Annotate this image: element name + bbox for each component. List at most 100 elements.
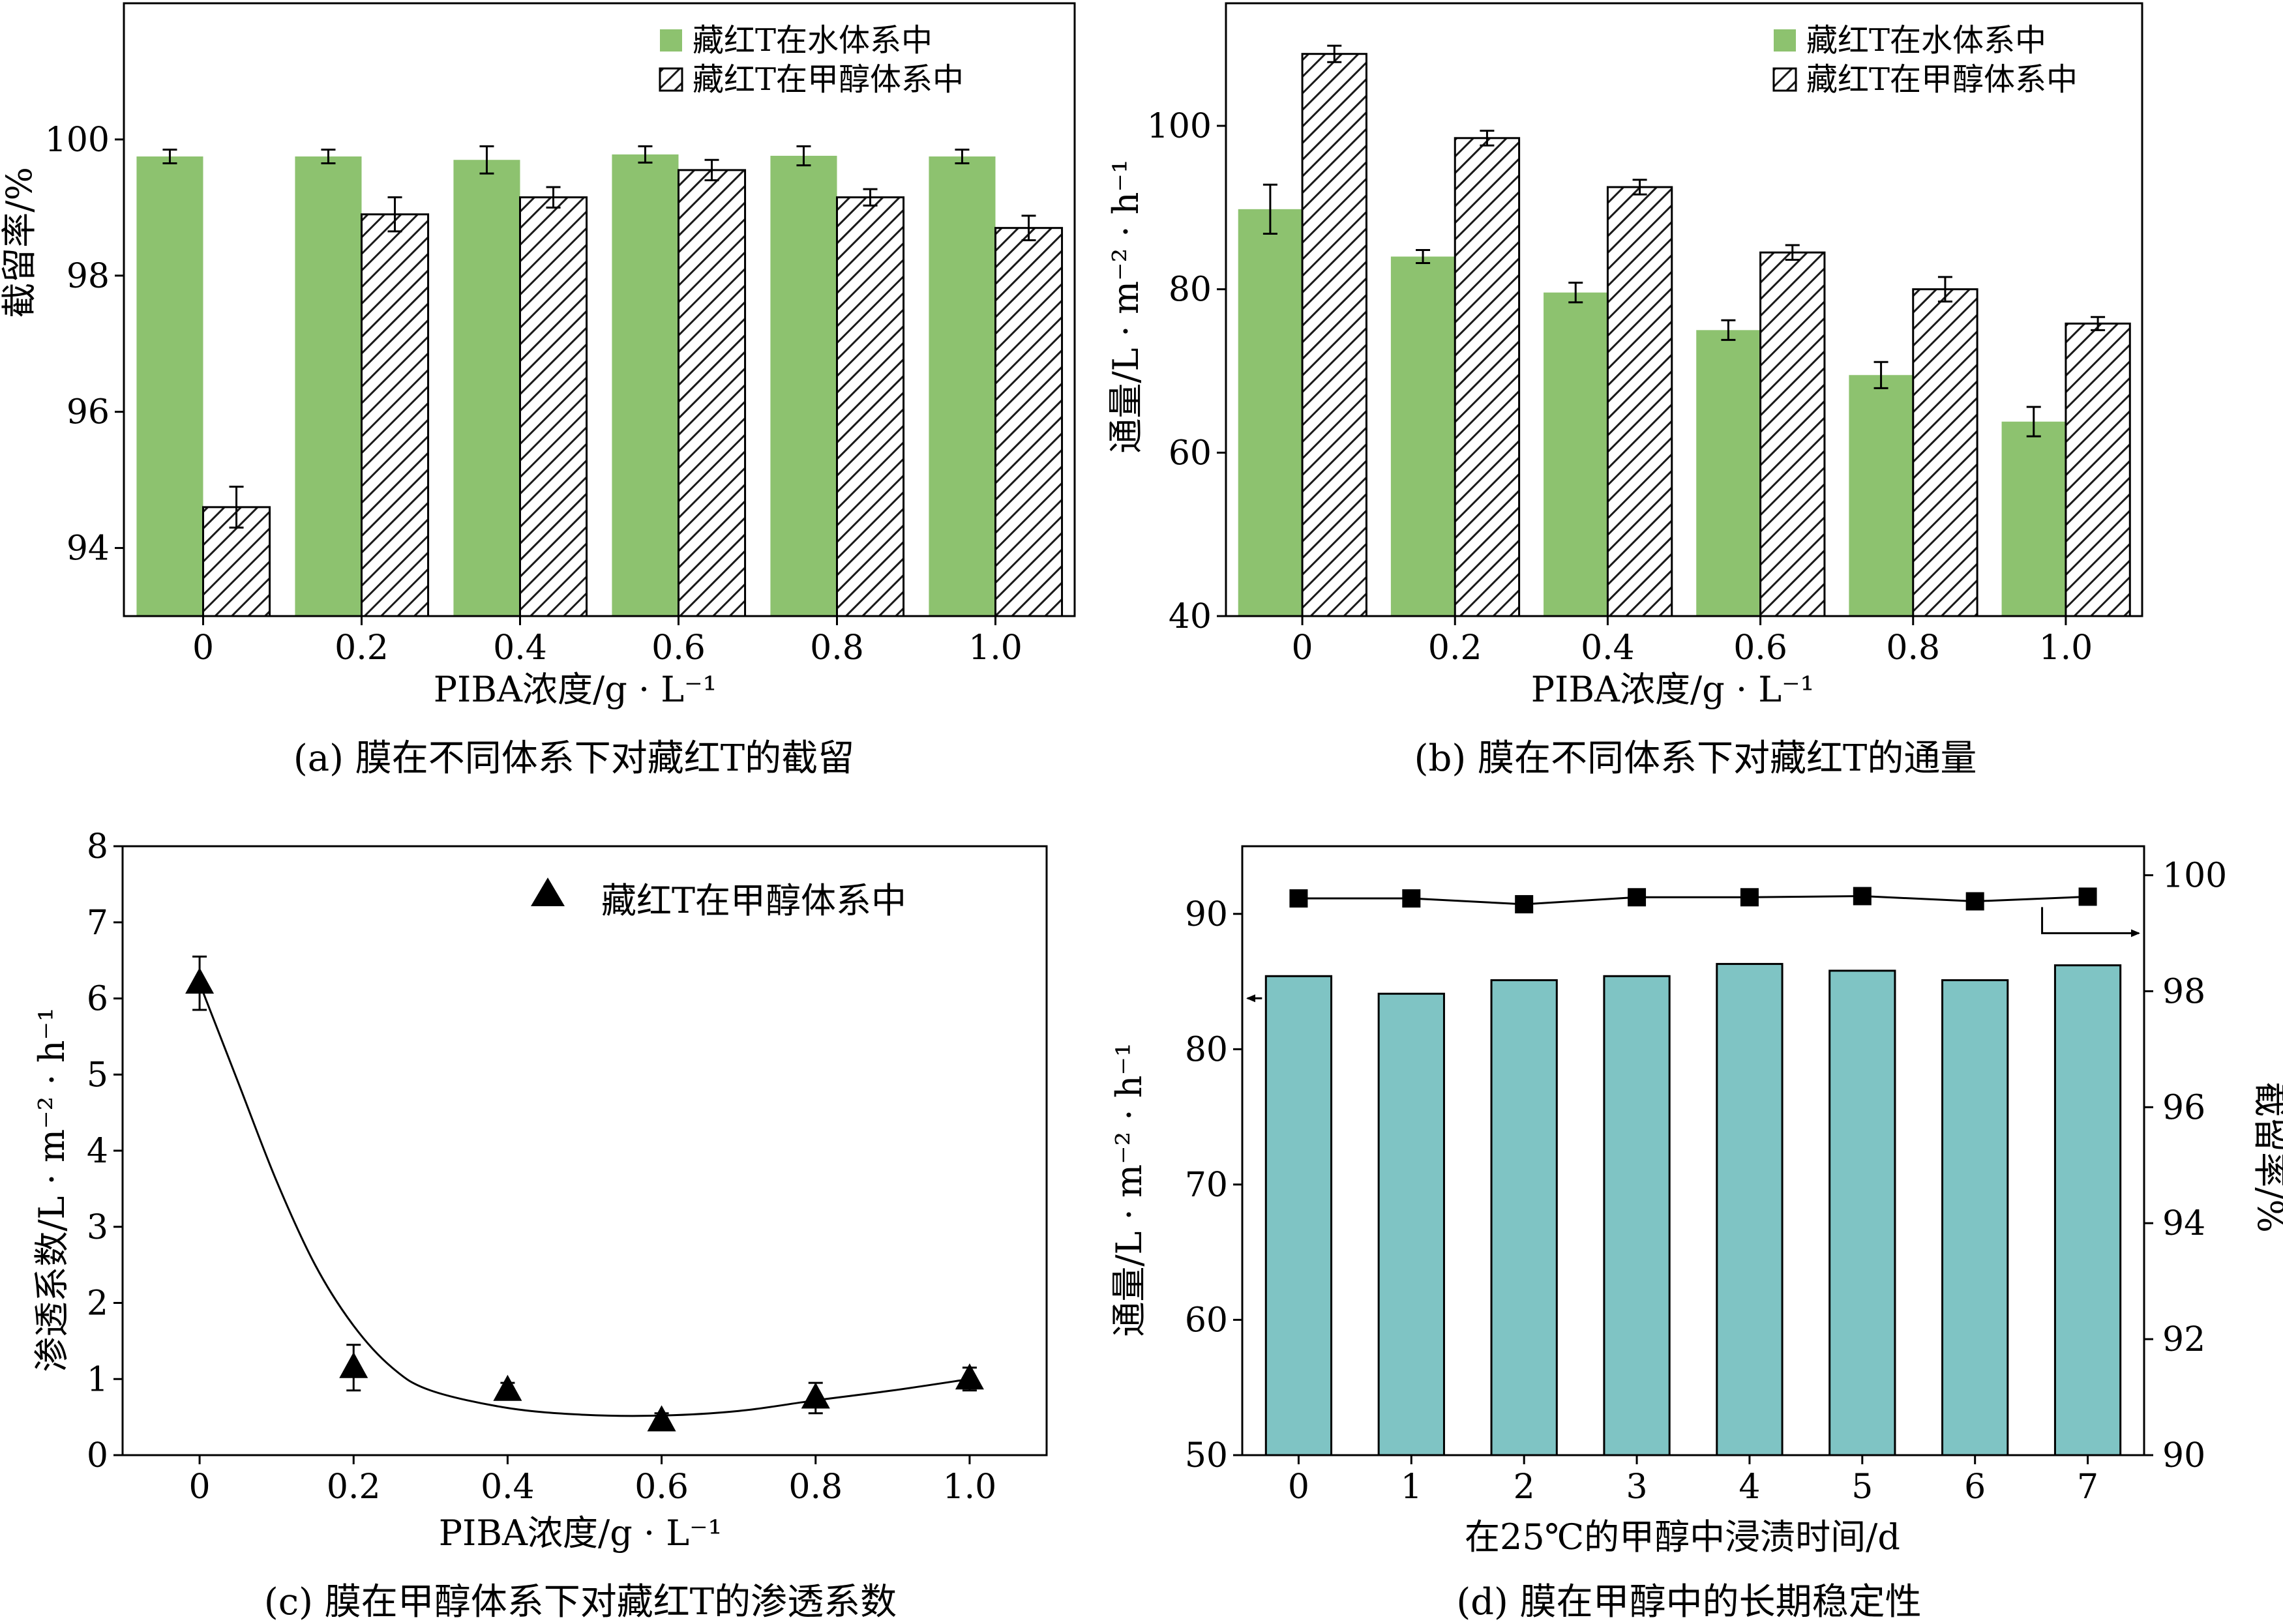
plot-frame	[1225, 2, 2143, 617]
bar-methanol	[2065, 322, 2131, 617]
y-tick-label: 100	[1147, 107, 1212, 146]
y-tick-label: 80	[1185, 1030, 1228, 1069]
legend-swatch-methanol	[1772, 67, 1797, 92]
bar-water	[1390, 256, 1455, 616]
x-tick-label: 0	[192, 628, 214, 668]
data-point-square	[1965, 892, 1984, 911]
y-tick-label: 98	[67, 257, 110, 296]
bar-water	[770, 155, 837, 616]
legend-marker-triangle	[531, 878, 565, 906]
bar-flux	[1603, 975, 1671, 1456]
x-tick-label: 0	[1292, 628, 1313, 668]
x-tick-label: 0.4	[481, 1468, 535, 1507]
bar-flux	[1941, 979, 2009, 1456]
panel-a-xlabel: PIBA浓度/g · L⁻¹	[434, 669, 717, 710]
panel-d-caption: (d) 膜在甲醇中的长期稳定性	[1456, 1581, 1921, 1623]
y-right-tick-label: 94	[2162, 1204, 2205, 1243]
bar-flux	[1828, 969, 1896, 1456]
y-right-tick-label: 100	[2162, 856, 2227, 895]
y-tick-label: 3	[87, 1208, 108, 1247]
legend-label-methanol: 藏红T在甲醇体系中	[1806, 61, 2078, 98]
y-right-tick-label: 92	[2162, 1320, 2205, 1359]
plot-frame	[121, 845, 1048, 1456]
bar-water	[612, 154, 679, 616]
panel-b-ylabel: 通量/L · m⁻² · h⁻¹	[1105, 159, 1146, 453]
y-tick-label: 4	[87, 1132, 108, 1171]
x-tick-label: 3	[1626, 1468, 1648, 1507]
bar-methanol	[1759, 251, 1826, 617]
x-tick-label: 0.6	[634, 1468, 689, 1507]
y-tick-label: 6	[87, 980, 108, 1019]
bar-flux	[1377, 992, 1445, 1456]
x-tick-label: 0	[1288, 1468, 1309, 1507]
y-tick-label: 60	[1185, 1301, 1228, 1340]
panel-d-plot: 0 1 2 3 4 5 6 7 50 60 70 80 90 90 92 94 96 98 100	[1185, 845, 2227, 1507]
y-tick-label: 5	[87, 1056, 108, 1095]
panel-b-xlabel: PIBA浓度/g · L⁻¹	[1531, 669, 1815, 710]
rejection-line	[1298, 894, 2088, 906]
data-point-triangle	[955, 1363, 984, 1390]
panel-b-caption: (b) 膜在不同体系下对藏红T的通量	[1414, 737, 1977, 780]
bar-methanol	[361, 213, 430, 617]
x-tick-label: 0.8	[810, 628, 864, 668]
y-tick-label: 94	[67, 529, 110, 568]
bar-flux	[1716, 963, 1783, 1456]
data-point-square	[1853, 887, 1872, 906]
fit-curve	[198, 982, 970, 1417]
y-tick-label: 8	[87, 827, 108, 866]
y-tick-label: 100	[45, 121, 110, 160]
bar-water	[2001, 421, 2066, 616]
y-tick-label: 2	[87, 1284, 108, 1323]
y-tick-label: 96	[67, 393, 110, 432]
legend-label-methanol: 藏红T在甲醇体系中	[601, 880, 906, 921]
data-point-square	[1628, 888, 1647, 907]
bar-methanol	[994, 227, 1064, 617]
panel-c-legend: 藏红T在甲醇体系中	[531, 878, 906, 921]
bar-flux	[1264, 975, 1333, 1456]
bar-water	[1544, 292, 1608, 616]
bar-water	[295, 156, 362, 616]
panel-b: 0 0.2 0.4 0.6 0.8 1.0 40 60 80 100 藏红T在水体系中 藏红T在甲…	[1105, 2, 2143, 780]
arrow-to-right-axis	[2041, 907, 2140, 937]
data-point-triangle	[339, 1351, 368, 1378]
panel-d-xlabel: 在25℃的甲醇中浸渍时间/d	[1465, 1516, 1900, 1558]
x-tick-label: 0.8	[788, 1468, 843, 1507]
panel-c: 0 1 2 3 4 5 6 7 8 0 0.2 0.4 0.6 0.8 1.0 藏红T在甲醇体系中 渗透系数…	[31, 827, 1048, 1623]
data-point-triangle	[493, 1374, 522, 1401]
x-tick-label: 0.4	[1581, 628, 1635, 668]
x-tick-label: 2	[1514, 1468, 1535, 1507]
data-point-triangle	[185, 967, 215, 994]
plot-frame	[1241, 845, 2145, 1456]
panel-d: 0 1 2 3 4 5 6 7 50 60 70 80 90 90 92 94 96 98 100 通量/L · m…	[1109, 845, 2283, 1623]
legend-label-water: 藏红T在水体系中	[693, 22, 933, 59]
data-point-square	[1515, 894, 1534, 913]
bar-water	[929, 156, 996, 616]
y-tick-label: 1	[87, 1360, 108, 1399]
y-right-tick-label: 90	[2162, 1436, 2205, 1475]
y-tick-label: 80	[1169, 271, 1212, 310]
legend-swatch-water	[660, 29, 682, 52]
legend-swatch-methanol	[659, 67, 683, 92]
x-tick-label: 0	[189, 1468, 211, 1507]
x-tick-label: 4	[1738, 1468, 1760, 1507]
data-point-square	[1740, 888, 1759, 907]
x-tick-label: 1.0	[968, 628, 1022, 668]
panel-c-caption: (c) 膜在甲醇体系下对藏红T的渗透系数	[264, 1581, 897, 1623]
panel-a-plot: 0 0.2 0.4 0.6 0.8 1.0 94 96 98 100	[45, 2, 1076, 668]
bar-methanol	[1606, 186, 1673, 617]
x-tick-label: 1.0	[943, 1468, 997, 1507]
panel-c-ylabel: 渗透系数/L · m⁻² · h⁻¹	[31, 1007, 72, 1372]
x-tick-label: 1	[1401, 1468, 1422, 1507]
legend-label-water: 藏红T在水体系中	[1806, 22, 2046, 59]
panel-b-plot: 0 0.2 0.4 0.6 0.8 1.0 40 60 80 100	[1147, 2, 2143, 668]
panel-a-caption: (a) 膜在不同体系下对藏红T的截留	[293, 737, 854, 780]
y-right-tick-label: 96	[2162, 1088, 2205, 1127]
y-tick-label: 50	[1185, 1436, 1228, 1475]
bar-methanol	[1912, 288, 1978, 617]
bar-water	[136, 156, 203, 616]
x-tick-label: 0.2	[1428, 628, 1482, 668]
y-tick-label: 90	[1185, 895, 1228, 934]
x-tick-label: 0.2	[335, 628, 389, 668]
y-right-tick-label: 98	[2162, 972, 2205, 1011]
